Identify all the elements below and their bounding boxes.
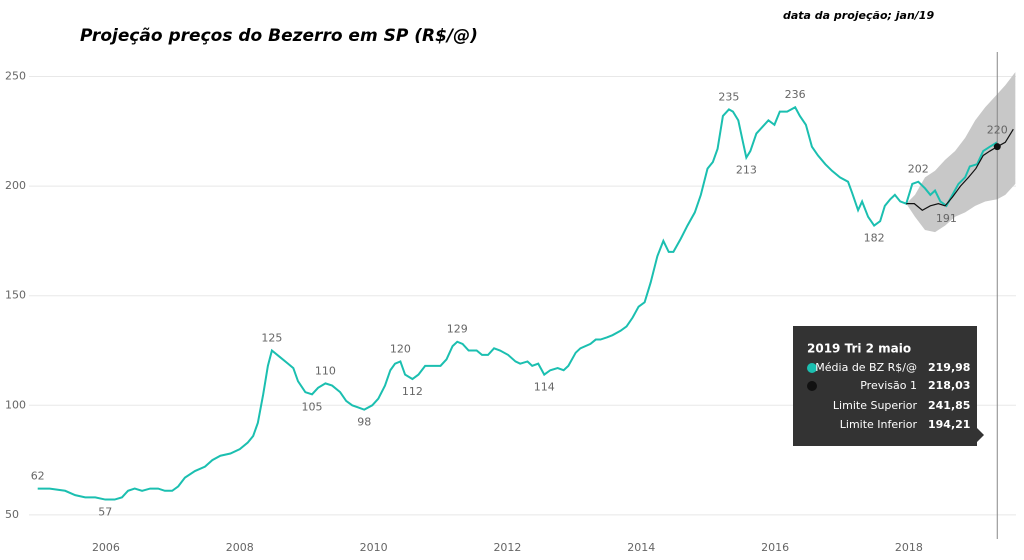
x-tick-label: 2012 bbox=[493, 541, 521, 554]
x-tick-label: 2018 bbox=[895, 541, 923, 554]
y-tick-label: 150 bbox=[5, 289, 26, 302]
data-label: 182 bbox=[864, 232, 885, 245]
x-tick-label: 2014 bbox=[627, 541, 655, 554]
tooltip-value: 194,21 bbox=[928, 418, 970, 431]
data-label: 120 bbox=[390, 342, 411, 355]
forecast-point bbox=[993, 143, 1001, 151]
y-tick-label: 200 bbox=[5, 179, 26, 192]
y-tick-label: 50 bbox=[5, 508, 19, 521]
x-tick-label: 2016 bbox=[761, 541, 789, 554]
tooltip-value: 219,98 bbox=[928, 361, 970, 374]
tooltip-value: 241,85 bbox=[928, 399, 970, 412]
y-tick-label: 250 bbox=[5, 70, 26, 83]
data-label: 57 bbox=[98, 506, 112, 519]
tooltip-name: Média de BZ R$/@ bbox=[815, 361, 917, 374]
x-tick-label: 2010 bbox=[360, 541, 388, 554]
data-label: 129 bbox=[447, 323, 468, 336]
data-label: 236 bbox=[785, 88, 806, 101]
data-label: 191 bbox=[936, 212, 957, 225]
tooltip-name: Previsão 1 bbox=[860, 379, 917, 392]
tooltip: 2019 Tri 2 maio Média de BZ R$/@ Previsã… bbox=[793, 326, 984, 446]
data-label: 220 bbox=[987, 123, 1008, 136]
tooltip-value: 218,03 bbox=[928, 379, 970, 392]
data-label: 114 bbox=[534, 381, 555, 394]
line bbox=[37, 105, 998, 501]
tooltip-swatch bbox=[807, 363, 817, 373]
data-label: 62 bbox=[31, 470, 45, 483]
data-label: 110 bbox=[315, 364, 336, 377]
tooltip-name: Limite Superior bbox=[833, 399, 918, 412]
y-tick-label: 100 bbox=[5, 398, 26, 411]
data-label: 213 bbox=[736, 164, 757, 177]
tooltip-box bbox=[793, 326, 977, 446]
data-label: 105 bbox=[302, 400, 323, 413]
chart-title: Projeção preços do Bezerro em SP (R$/@) bbox=[80, 26, 478, 46]
tooltip-name: Limite Inferior bbox=[840, 418, 918, 431]
forecast-band bbox=[906, 72, 1016, 233]
tooltip-arrow bbox=[977, 428, 984, 442]
plot-area: 50 100 150 200 250 2006 2008 2010 2012 2014 2016 20… bbox=[5, 52, 1016, 554]
data-label: 98 bbox=[357, 416, 371, 429]
chart-subtitle: data da projeção; jan/19 bbox=[783, 9, 934, 22]
tooltip-swatch bbox=[807, 381, 817, 391]
x-tick-label: 2008 bbox=[226, 541, 254, 554]
data-label: 202 bbox=[908, 163, 929, 176]
data-label: 112 bbox=[402, 385, 423, 398]
tooltip-title: 2019 Tri 2 maio bbox=[807, 342, 911, 356]
data-label: 235 bbox=[718, 90, 739, 103]
data-label: 125 bbox=[261, 332, 282, 345]
x-tick-label: 2006 bbox=[92, 541, 120, 554]
